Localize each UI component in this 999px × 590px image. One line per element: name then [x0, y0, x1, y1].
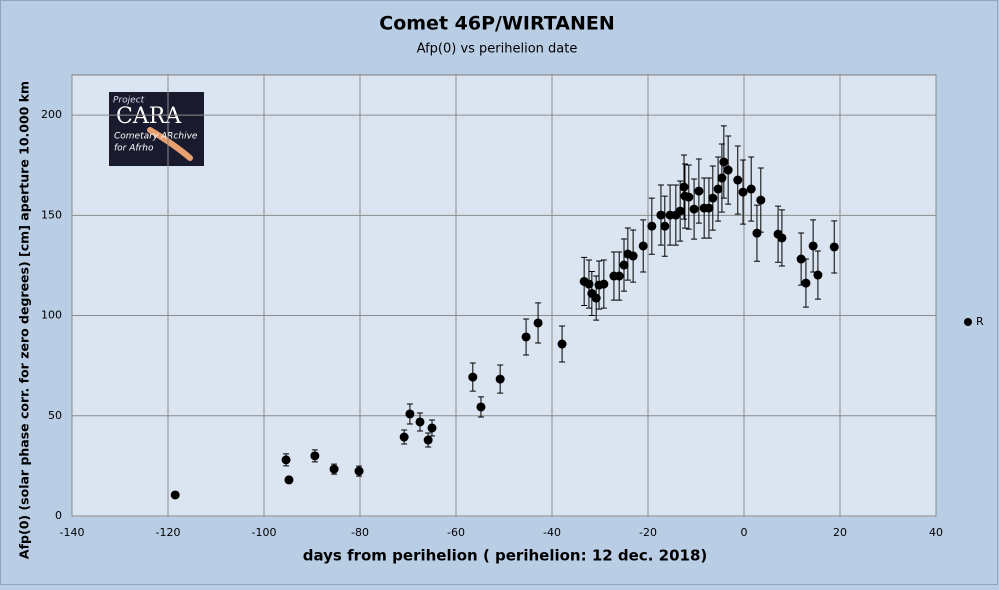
data-point [717, 173, 727, 183]
data-point [399, 432, 409, 442]
data-point [354, 466, 364, 476]
data-point [495, 374, 505, 384]
logo-text: Cometary ARchive [114, 132, 198, 142]
data-point [521, 332, 531, 342]
data-point [476, 402, 486, 412]
data-point [329, 464, 339, 474]
data-point [733, 175, 743, 185]
data-point [415, 417, 425, 427]
x-tick-label: -20 [639, 526, 657, 539]
x-tick-label: -80 [351, 526, 369, 539]
data-point [427, 423, 437, 433]
data-point [591, 293, 601, 303]
data-point [756, 195, 766, 205]
x-tick-label: -40 [543, 526, 561, 539]
data-point [638, 241, 648, 251]
logo-text: CARA [116, 104, 182, 129]
data-point [719, 157, 729, 167]
data-point [170, 490, 180, 500]
y-tick-label: 50 [48, 409, 62, 422]
data-point [679, 182, 689, 192]
data-point [599, 279, 609, 289]
data-point [796, 254, 806, 264]
data-point [808, 241, 818, 251]
logo-text: for Afrho [114, 144, 154, 154]
y-tick-label: 0 [55, 509, 62, 522]
x-tick-label: -120 [156, 526, 181, 539]
x-axis-label: days from perihelion ( perihelion: 12 de… [303, 547, 708, 565]
data-point [704, 203, 714, 213]
data-point [533, 318, 543, 328]
data-point [723, 165, 733, 175]
data-point [801, 278, 811, 288]
data-point [468, 372, 478, 382]
data-point [405, 409, 415, 419]
logo: Project CARA Cometary ARchive for Afrho [109, 92, 204, 166]
data-point [684, 192, 694, 202]
data-point [746, 184, 756, 194]
y-tick-label: 200 [41, 108, 62, 121]
x-tick-label: 20 [833, 526, 847, 539]
chart-title: Comet 46P/WIRTANEN [379, 13, 614, 35]
data-point [628, 251, 638, 261]
data-point [713, 184, 723, 194]
data-point [619, 260, 629, 270]
data-point [813, 270, 823, 280]
data-point [423, 435, 433, 445]
data-point [584, 279, 594, 289]
x-tick-label: -100 [252, 526, 277, 539]
data-point [284, 475, 294, 485]
data-point [694, 186, 704, 196]
x-tick-label: 0 [741, 526, 748, 539]
data-point [310, 451, 320, 461]
legend-marker [964, 318, 972, 326]
logo-text: Project [113, 96, 145, 106]
data-point [614, 271, 624, 281]
plot-area [71, 74, 937, 517]
y-tick-label: 100 [41, 309, 62, 322]
data-point [281, 455, 291, 465]
data-point [738, 187, 748, 197]
data-point [647, 221, 657, 231]
logo-comet [147, 127, 193, 161]
x-tick-label: -140 [60, 526, 85, 539]
chart-subtitle: Afp(0) vs perihelion date [417, 42, 578, 57]
data-point [829, 242, 839, 252]
data-point [660, 221, 670, 231]
y-axis-label: Afp(0) (solar phase corr. for zero degre… [17, 81, 32, 559]
data-point [689, 204, 699, 214]
data-point [656, 210, 666, 220]
data-point [675, 206, 685, 216]
x-tick-label: -60 [447, 526, 465, 539]
data-point [752, 228, 762, 238]
data-point [708, 193, 718, 203]
x-tick-label: 40 [929, 526, 943, 539]
y-tick-label: 150 [41, 208, 62, 221]
data-point [557, 339, 567, 349]
data-point [777, 233, 787, 243]
legend-label: R [976, 315, 984, 328]
